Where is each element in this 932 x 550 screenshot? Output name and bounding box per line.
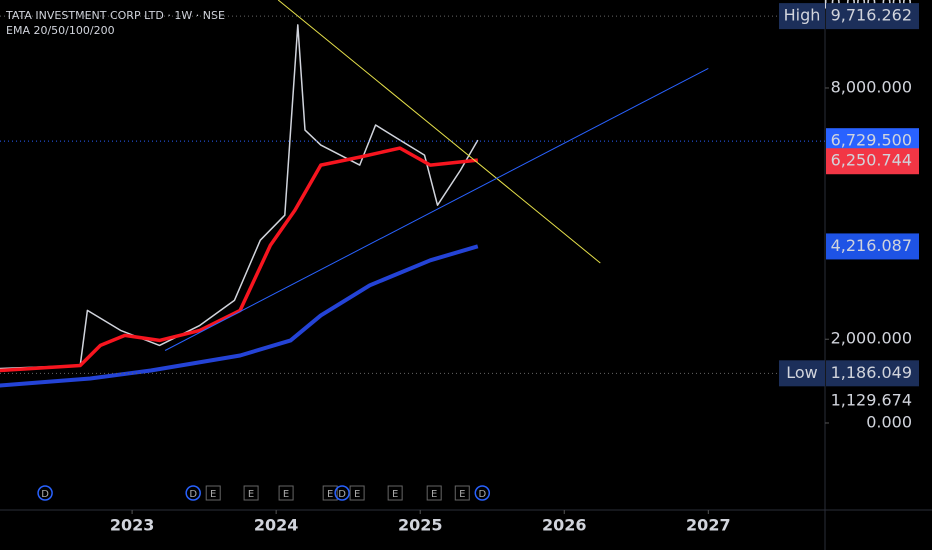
price-label: 1,186.049 (831, 363, 912, 382)
series-line (0, 146, 478, 373)
event-label: D (41, 489, 49, 500)
event-label: D (338, 489, 346, 500)
x-tick-label: 2025 (398, 516, 443, 535)
price-tag-box (779, 360, 825, 387)
event-marker (243, 485, 259, 501)
event-label: E (210, 489, 216, 500)
event-marker (426, 485, 442, 501)
event-marker (205, 485, 221, 501)
y-tick-label: 8,000.000 (831, 77, 912, 96)
x-tick-label: 2026 (542, 516, 587, 535)
event-label: E (354, 489, 360, 500)
event-label: E (459, 489, 465, 500)
event-marker (454, 485, 470, 501)
price-label-box (826, 3, 919, 30)
event-label: E (327, 489, 333, 500)
price-tag: Low (786, 363, 818, 382)
series-line (277, 0, 601, 264)
y-tick-label: 0.000 (866, 412, 912, 431)
event-label: E (248, 489, 254, 500)
event-marker (349, 485, 365, 501)
event-label: D (478, 489, 486, 500)
price-label-box (826, 148, 919, 175)
price-label: 9,716.262 (831, 6, 912, 25)
indicator-legend: EMA 20/50/100/200 (6, 24, 115, 37)
event-marker (322, 485, 338, 501)
y-tick-label: 2,000.000 (831, 329, 912, 348)
price-label: 6,729.500 (831, 131, 912, 150)
price-label: 1,129.674 (831, 391, 912, 410)
event-marker (278, 485, 294, 501)
event-marker (185, 485, 201, 501)
event-marker (387, 485, 403, 501)
series-line (164, 67, 709, 351)
price-label-box (826, 360, 919, 387)
event-label: D (189, 489, 197, 500)
event-marker (474, 485, 491, 501)
event-label: E (392, 489, 398, 500)
price-label: 6,250.744 (831, 151, 912, 170)
event-marker (37, 485, 53, 501)
event-label: E (283, 489, 289, 500)
event-marker (334, 485, 350, 501)
series-line (0, 244, 479, 388)
price-tag-box (779, 3, 825, 30)
x-tick-label: 2023 (110, 516, 155, 535)
event-label: E (431, 489, 437, 500)
price-tag: High (784, 6, 821, 25)
x-tick-label: 2027 (686, 516, 731, 535)
x-tick-label: 2024 (254, 516, 299, 535)
price-label-box (826, 233, 919, 260)
chart-title: TATA INVESTMENT CORP LTD · 1W · NSE (5, 9, 225, 22)
price-label: 4,216.087 (831, 236, 912, 255)
series-line (0, 24, 479, 370)
